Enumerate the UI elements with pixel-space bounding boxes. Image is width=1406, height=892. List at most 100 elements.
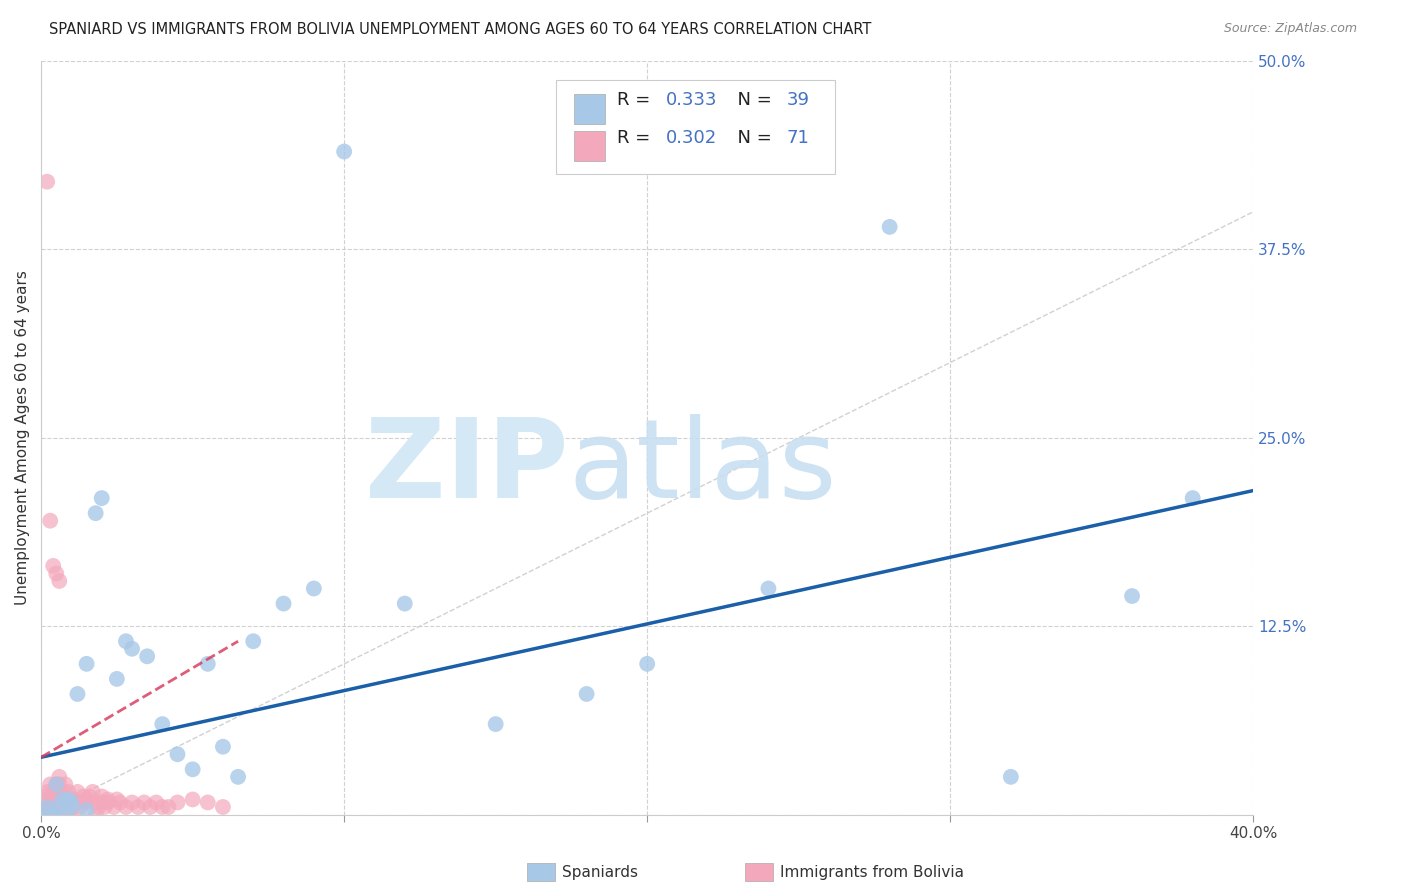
Point <box>575 687 598 701</box>
Point <box>1181 491 1204 505</box>
Text: 39: 39 <box>786 91 810 110</box>
Point <box>1121 589 1143 603</box>
Point <box>127 800 149 814</box>
Text: N =: N = <box>725 91 778 110</box>
Point <box>121 641 143 656</box>
Point <box>72 789 94 804</box>
Point <box>394 597 416 611</box>
Text: R =: R = <box>617 129 655 147</box>
Point <box>212 800 235 814</box>
Point <box>37 800 59 814</box>
Point <box>139 800 162 814</box>
Point <box>32 789 55 804</box>
Point <box>150 800 173 814</box>
Point <box>30 800 52 814</box>
Point <box>60 796 83 810</box>
Point <box>42 558 65 573</box>
Point <box>32 807 55 822</box>
Point <box>94 800 117 814</box>
Point <box>105 792 128 806</box>
Point <box>150 717 173 731</box>
Point <box>39 777 62 791</box>
Bar <box>575 94 605 124</box>
Point <box>51 792 73 806</box>
Point <box>42 807 65 822</box>
Point <box>758 582 780 596</box>
Point <box>76 796 98 810</box>
Point <box>242 634 264 648</box>
Point <box>197 796 219 810</box>
Point <box>53 807 76 822</box>
Point <box>48 574 70 588</box>
Point <box>60 792 83 806</box>
Point <box>134 796 156 810</box>
Point <box>273 597 295 611</box>
Point <box>76 803 98 817</box>
Point <box>115 634 138 648</box>
Y-axis label: Unemployment Among Ages 60 to 64 years: Unemployment Among Ages 60 to 64 years <box>15 270 30 606</box>
Point <box>37 792 59 806</box>
Point <box>66 785 89 799</box>
Text: Source: ZipAtlas.com: Source: ZipAtlas.com <box>1223 22 1357 36</box>
Point <box>48 777 70 791</box>
Text: N =: N = <box>725 129 778 147</box>
Point <box>37 785 59 799</box>
Point <box>76 657 98 671</box>
Text: Spaniards: Spaniards <box>562 865 638 880</box>
Point <box>51 792 73 806</box>
Point <box>42 785 65 799</box>
Text: 71: 71 <box>786 129 810 147</box>
Point <box>879 219 901 234</box>
Point <box>39 807 62 822</box>
Point <box>42 796 65 810</box>
Point <box>32 800 55 814</box>
Point <box>45 777 67 791</box>
Bar <box>575 131 605 161</box>
Text: 0.302: 0.302 <box>665 129 717 147</box>
Point <box>84 796 107 810</box>
Point <box>30 807 52 822</box>
Point <box>97 792 120 806</box>
Point <box>333 145 356 159</box>
Point <box>181 762 204 776</box>
Point <box>90 491 112 505</box>
Point <box>90 796 112 810</box>
Point <box>42 807 65 822</box>
Point <box>66 687 89 701</box>
Point <box>76 792 98 806</box>
Point <box>39 514 62 528</box>
Point <box>45 807 67 822</box>
Point <box>32 807 55 822</box>
Point <box>87 800 110 814</box>
Point <box>79 789 101 804</box>
Point <box>212 739 235 754</box>
Text: atlas: atlas <box>568 415 837 522</box>
Point <box>63 792 86 806</box>
Point <box>39 792 62 806</box>
Point <box>166 747 188 762</box>
Point <box>45 785 67 799</box>
Point <box>48 770 70 784</box>
Point <box>48 800 70 814</box>
Point <box>105 672 128 686</box>
Point <box>51 807 73 822</box>
Text: ZIP: ZIP <box>366 415 568 522</box>
Point <box>58 807 80 822</box>
Point <box>181 792 204 806</box>
Point <box>39 807 62 822</box>
Point <box>166 796 188 810</box>
Point <box>53 777 76 791</box>
Point <box>39 800 62 814</box>
Point <box>197 657 219 671</box>
Point <box>32 796 55 810</box>
Point <box>97 796 120 810</box>
Point <box>136 649 159 664</box>
Point <box>121 796 143 810</box>
Text: Immigrants from Bolivia: Immigrants from Bolivia <box>780 865 965 880</box>
Point <box>108 796 131 810</box>
Point <box>45 777 67 791</box>
Point <box>485 717 508 731</box>
Point <box>37 800 59 814</box>
Point <box>37 807 59 822</box>
Point <box>58 785 80 799</box>
